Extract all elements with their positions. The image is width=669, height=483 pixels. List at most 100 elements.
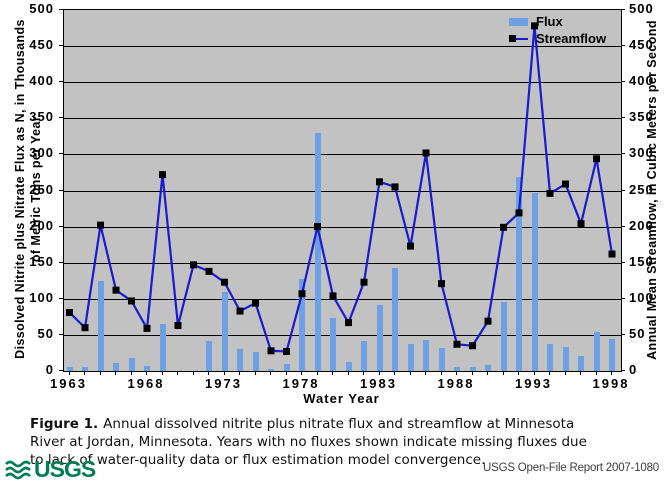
- y-tick-label-right: 50: [629, 325, 646, 341]
- streamflow-marker: [422, 149, 430, 157]
- y-tick-label-left: 0: [45, 362, 54, 377]
- flux-bar: [516, 176, 522, 371]
- y-tick-label-left: 350: [29, 109, 54, 125]
- flux-bar: [82, 367, 88, 371]
- x-tick-mark: [332, 371, 333, 375]
- flux-bar: [609, 339, 615, 371]
- x-tick-mark: [270, 371, 271, 375]
- x-axis-title: Water Year: [303, 391, 380, 406]
- flux-bar-swatch-icon: [509, 17, 528, 26]
- flux-bar: [361, 340, 367, 371]
- x-tick-mark: [456, 371, 457, 375]
- streamflow-marker: [205, 267, 213, 275]
- flux-bar: [578, 355, 584, 371]
- y-tick-label-right: 150: [629, 253, 654, 269]
- flux-bar: [593, 332, 600, 371]
- figure-caption: Figure 1. Annual dissolved nitrite plus n…: [30, 416, 590, 469]
- legend-item-streamflow: Streamflow: [509, 30, 606, 47]
- gridline: [64, 154, 621, 155]
- flux-bar: [485, 364, 491, 371]
- flux-bar: [252, 351, 259, 371]
- x-tick-label: 1998: [592, 376, 630, 391]
- x-tick-label: 1983: [360, 376, 397, 391]
- streamflow-marker: [438, 280, 445, 288]
- y-tick-mark: [59, 45, 63, 47]
- x-tick-mark: [595, 371, 597, 375]
- x-tick-mark: [84, 371, 85, 375]
- figure-caption-label: Figure 1.: [30, 416, 99, 432]
- streamflow-marker: [267, 347, 275, 355]
- y-tick-label-left: 500: [29, 1, 54, 16]
- y-tick-mark: [621, 45, 625, 47]
- streamflow-marker: [360, 278, 368, 286]
- x-tick-mark: [487, 371, 488, 375]
- streamflow-marker: [469, 342, 476, 350]
- flux-bar: [547, 344, 553, 371]
- x-tick-label: 1968: [127, 376, 165, 391]
- streamflow-marker: [453, 340, 461, 348]
- x-tick-mark: [549, 371, 550, 375]
- x-tick-label: 1963: [50, 376, 87, 391]
- y-tick-mark: [59, 153, 63, 155]
- streamflow-marker: [174, 322, 182, 330]
- x-tick-mark: [378, 371, 380, 375]
- y-tick-mark: [621, 261, 625, 263]
- x-tick-mark: [316, 371, 318, 375]
- streamflow-marker: [159, 171, 166, 179]
- gridline: [64, 191, 621, 192]
- x-tick-mark: [440, 371, 442, 375]
- streamflow-marker: [252, 299, 259, 307]
- flux-bar: [330, 318, 336, 371]
- y-tick-label-right: 350: [629, 109, 654, 125]
- y-tick-mark: [621, 297, 625, 299]
- y-tick-mark: [59, 297, 63, 299]
- x-tick-mark: [471, 371, 473, 375]
- y-tick-mark: [59, 81, 63, 83]
- legend-label-streamflow: Streamflow: [536, 31, 607, 46]
- x-tick-mark: [347, 371, 349, 375]
- y-tick-mark: [621, 153, 625, 155]
- x-tick-mark: [285, 371, 287, 375]
- y-tick-label-right: 450: [629, 37, 654, 53]
- streamflow-marker: [221, 278, 228, 286]
- x-tick-mark: [146, 371, 147, 375]
- y-tick-label-right: 400: [629, 73, 654, 89]
- flux-bar: [500, 302, 507, 371]
- flux-bar: [66, 367, 73, 371]
- streamflow-marker: [81, 324, 89, 332]
- streamflow-marker: [391, 183, 399, 191]
- y-tick-mark: [621, 117, 625, 119]
- y-tick-mark: [621, 81, 625, 83]
- flux-bar: [206, 341, 212, 371]
- flux-bar: [392, 267, 398, 371]
- streamflow-marker: [345, 319, 352, 327]
- y-tick-mark: [59, 9, 63, 10]
- flux-bar: [159, 324, 166, 371]
- x-tick-mark: [580, 371, 581, 375]
- streamflow-line-swatch-icon: [509, 34, 528, 43]
- x-tick-mark: [425, 371, 426, 375]
- report-number: USGS Open-File Report 2007-1080: [483, 462, 659, 474]
- flux-bar: [438, 347, 445, 371]
- y-tick-label-left: 450: [29, 37, 54, 53]
- x-tick-mark: [564, 371, 566, 375]
- streamflow-marker: [236, 307, 244, 315]
- flux-bar: [144, 365, 150, 371]
- flux-bar: [469, 366, 476, 371]
- usgs-logo-text: USGS: [34, 456, 96, 482]
- flux-bar: [454, 367, 460, 371]
- y-tick-mark: [59, 261, 63, 263]
- y-tick-mark: [621, 333, 625, 335]
- streamflow-marker: [376, 178, 383, 186]
- streamflow-marker: [562, 180, 569, 188]
- flux-bar: [113, 363, 119, 371]
- streamflow-marker: [66, 309, 73, 317]
- x-tick-label: 1973: [205, 376, 242, 391]
- y-tick-mark: [59, 370, 63, 371]
- x-tick-label: 1993: [515, 376, 552, 391]
- y-tick-label-left: 100: [29, 289, 54, 305]
- x-tick-mark: [161, 371, 163, 375]
- x-tick-label: 1988: [437, 376, 475, 391]
- x-tick-mark: [223, 371, 225, 375]
- y-tick-label-left: 150: [29, 253, 54, 269]
